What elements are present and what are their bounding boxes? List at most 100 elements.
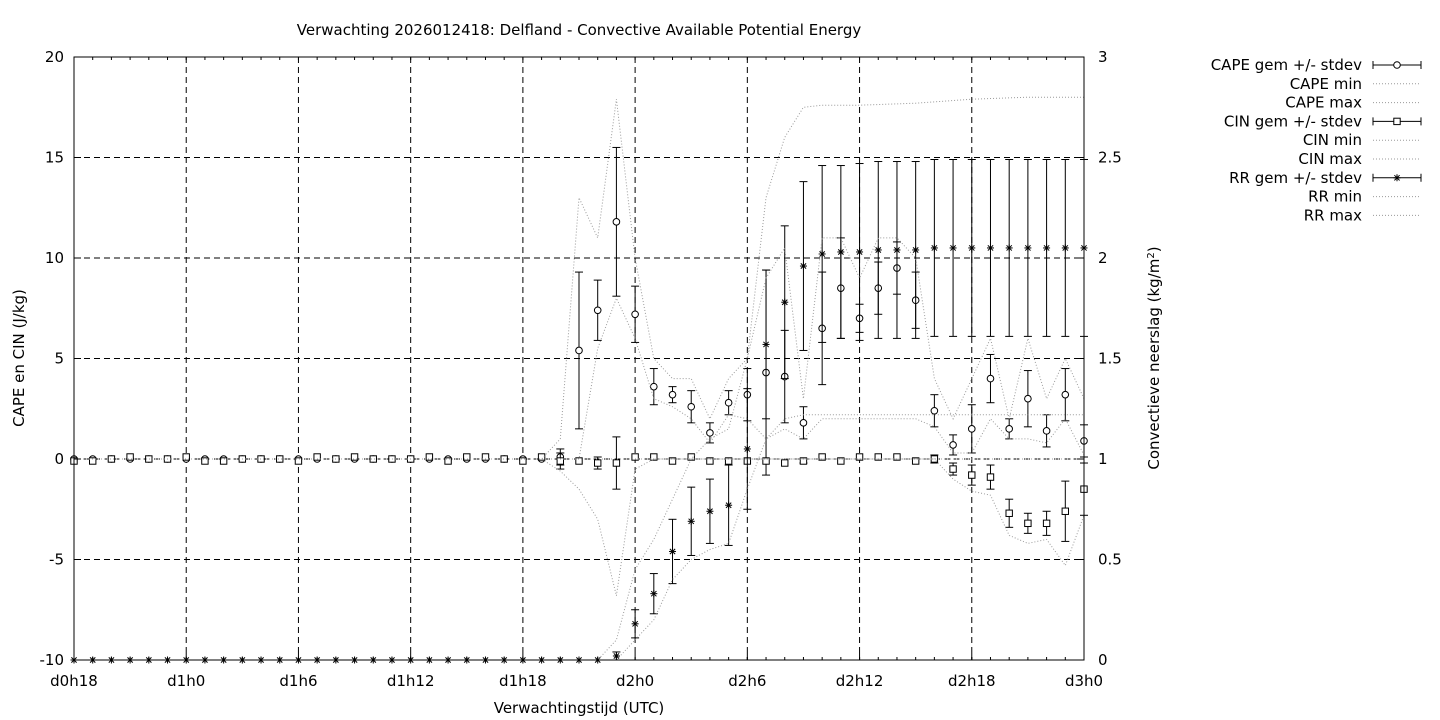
data-point <box>612 459 621 467</box>
data-point <box>519 457 527 465</box>
legend-entry: RR min <box>1308 188 1421 206</box>
data-point <box>837 248 845 256</box>
data-point <box>687 517 695 525</box>
x-tick-label: d2h12 <box>836 672 884 690</box>
legend-label: RR gem +/- stdev <box>1229 169 1362 187</box>
legend-entry: CAPE max <box>1285 94 1421 112</box>
data-point <box>706 429 714 437</box>
data-point <box>612 218 621 226</box>
y2-axis-label-end: ) <box>1145 246 1163 252</box>
data-point <box>687 453 695 461</box>
data-point <box>855 453 864 461</box>
series-line <box>74 414 1084 661</box>
data-point <box>818 250 826 258</box>
series-cin-min <box>74 458 1085 596</box>
data-point <box>1043 244 1051 252</box>
data-point <box>182 453 190 461</box>
legend-label: CIN gem +/- stdev <box>1224 112 1362 130</box>
legend-label: CIN max <box>1298 150 1362 168</box>
y2-axis-label: Convectieve neerslag (kg/m2) <box>1145 246 1163 469</box>
data-point <box>1024 244 1032 252</box>
data-point <box>89 457 97 465</box>
data-point <box>425 453 434 461</box>
y2-axis-label-sup: 2 <box>1146 252 1157 258</box>
legend-marker <box>1393 117 1401 126</box>
y2-axis-label-main: Convectieve neerslag (kg/m <box>1145 259 1163 470</box>
y2-tick-label: 0 <box>1098 651 1108 669</box>
axis-ticks: d0h18 d1h0 d1h6 d1h12 d1h18 d2h0 d2h6 d2h12 d2h1… <box>40 48 1122 690</box>
legend-entry: RR gem +/- stdev <box>1229 169 1422 187</box>
data-point <box>294 457 303 465</box>
data-point <box>912 246 920 254</box>
data-point <box>650 382 658 391</box>
data-point <box>1024 394 1032 403</box>
data-point <box>444 457 452 465</box>
data-point <box>874 453 882 461</box>
data-point <box>986 244 994 252</box>
data-point <box>631 310 639 319</box>
x-tick-label: d1h0 <box>167 672 205 690</box>
data-point <box>837 457 845 465</box>
data-point <box>1061 244 1069 252</box>
data-point <box>724 457 733 465</box>
x-tick-label: d0h18 <box>50 672 98 690</box>
data-point <box>799 457 808 465</box>
data-point <box>463 453 471 461</box>
x-tick-label: d1h18 <box>499 672 547 690</box>
y2-tick-label: 2.5 <box>1098 149 1122 167</box>
data-point <box>911 457 920 465</box>
data-point <box>856 248 864 256</box>
data-point <box>724 398 733 407</box>
data-point <box>968 471 976 479</box>
data-point <box>201 457 209 465</box>
data-point <box>706 457 714 465</box>
y2-tick-label: 3 <box>1098 48 1108 66</box>
y-tick-label: 20 <box>45 48 64 66</box>
data-point <box>762 457 770 465</box>
series-line <box>74 96 1084 661</box>
data-point <box>1042 427 1051 435</box>
data-point <box>575 457 583 465</box>
data-point <box>350 453 359 461</box>
y2-tick-label: 0.5 <box>1098 551 1122 569</box>
data-point <box>799 419 808 427</box>
data-point <box>575 346 583 355</box>
x-axis-label: Verwachtingstijd (UTC) <box>494 699 665 717</box>
data-point <box>762 340 770 348</box>
data-point <box>1061 390 1070 399</box>
y-tick-label: -5 <box>49 551 64 569</box>
data-point <box>799 262 807 270</box>
data-point <box>669 547 677 555</box>
data-point <box>687 402 696 411</box>
chart-title: Verwachting 2026012418: Delfland - Conve… <box>297 21 862 39</box>
y-tick-label: -10 <box>40 651 65 669</box>
data-point <box>986 473 995 481</box>
data-point <box>949 244 957 252</box>
data-point <box>874 246 882 254</box>
legend-label: CIN min <box>1303 131 1362 149</box>
data-point <box>219 457 228 465</box>
data-point <box>650 590 658 598</box>
data-point <box>1042 519 1051 528</box>
data-point <box>668 390 677 399</box>
legend-label: RR max <box>1304 206 1362 224</box>
y-tick-label: 5 <box>54 350 64 368</box>
data-point <box>594 459 602 467</box>
data-point <box>1024 519 1032 528</box>
series-line <box>74 296 1085 460</box>
data-point <box>949 441 957 449</box>
x-tick-label: d2h6 <box>728 672 766 690</box>
legend-label: CAPE max <box>1285 94 1362 112</box>
data-point <box>893 453 901 461</box>
x-tick-label: d2h18 <box>948 672 996 690</box>
data-point <box>968 244 976 252</box>
legend-entry: CIN max <box>1298 150 1421 168</box>
legend-marker <box>1393 174 1401 182</box>
y-tick-label: 15 <box>45 149 64 167</box>
series-layer <box>70 96 1088 664</box>
y-axis-label: CAPE en CIN (J/kg) <box>10 289 28 427</box>
data-point <box>706 507 714 515</box>
legend-entry: CIN gem +/- stdev <box>1224 112 1422 130</box>
data-point <box>631 620 639 628</box>
series-cape-min <box>74 296 1085 460</box>
